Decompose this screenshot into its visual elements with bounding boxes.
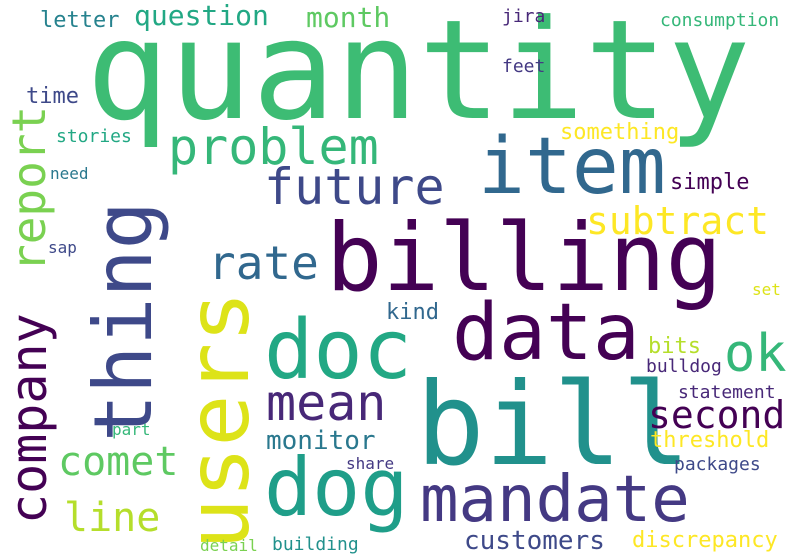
word-need: need bbox=[50, 164, 89, 183]
word-simple: simple bbox=[670, 170, 750, 195]
word-kind: kind bbox=[386, 300, 439, 325]
word-billing: billing bbox=[326, 204, 723, 313]
word-report: report bbox=[2, 105, 56, 272]
word-future: future bbox=[264, 158, 445, 216]
word-problem: problem bbox=[168, 118, 379, 176]
word-quantity: quantity bbox=[86, 0, 751, 151]
word-bulldog: bulldog bbox=[646, 356, 722, 377]
word-second: second bbox=[648, 393, 786, 437]
word-rate: rate bbox=[208, 236, 319, 290]
word-monitor: monitor bbox=[266, 426, 376, 456]
word-stories: stories bbox=[56, 126, 132, 147]
word-users: users bbox=[169, 291, 269, 550]
word-sap: sap bbox=[48, 238, 77, 257]
word-consumption: consumption bbox=[660, 10, 780, 31]
word-data: data bbox=[452, 288, 640, 378]
word-line: line bbox=[64, 495, 161, 541]
word-month: month bbox=[306, 1, 391, 34]
word-company: company bbox=[0, 313, 58, 524]
word-mandate: mandate bbox=[420, 463, 690, 537]
word-statement: statement bbox=[678, 382, 776, 403]
word-mean: mean bbox=[266, 374, 387, 432]
word-share: share bbox=[346, 454, 395, 473]
word-feet: feet bbox=[502, 56, 546, 77]
word-subtract: subtract bbox=[586, 199, 770, 243]
word-letter: letter bbox=[40, 8, 120, 33]
word-bits: bits bbox=[648, 334, 701, 359]
word-ok: ok bbox=[724, 324, 787, 384]
word-set: set bbox=[752, 280, 781, 299]
word-thing: thing bbox=[77, 201, 170, 442]
word-dog: dog bbox=[264, 441, 409, 534]
word-packages: packages bbox=[674, 454, 761, 475]
word-item: item bbox=[478, 122, 666, 212]
word-question: question bbox=[134, 0, 269, 32]
word-part: part bbox=[112, 420, 151, 439]
word-bill: bill bbox=[416, 358, 691, 491]
word-threshold: threshold bbox=[650, 428, 770, 453]
word-time: time bbox=[26, 84, 79, 109]
word-something: something bbox=[560, 120, 680, 145]
word-detail: detail bbox=[200, 536, 258, 555]
word-building: building bbox=[272, 534, 359, 555]
word-jira: jira bbox=[502, 6, 546, 27]
word-comet: comet bbox=[58, 439, 179, 485]
word-discrepancy: discrepancy bbox=[632, 528, 778, 553]
word-customers: customers bbox=[464, 526, 605, 556]
word-doc: doc bbox=[264, 303, 413, 398]
